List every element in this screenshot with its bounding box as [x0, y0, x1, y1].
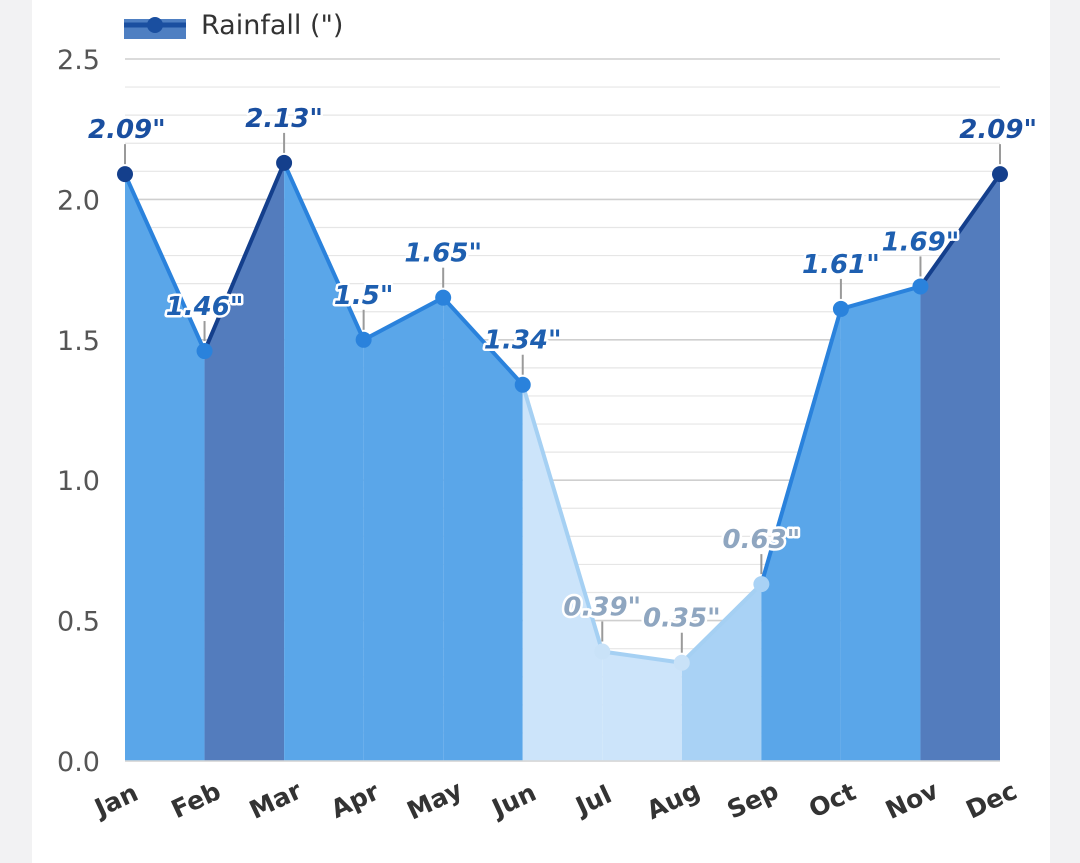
line-segment-jul: [600, 649, 684, 665]
area-segment-jul: [522, 384, 603, 761]
data-point-sep: [753, 576, 770, 593]
data-point-oct: [832, 300, 849, 317]
x-tick-label-aug: Aug: [642, 776, 704, 826]
data-label-sep: 0.63": [723, 525, 801, 555]
x-tick-label-mar: Mar: [245, 775, 307, 824]
area-segment-aug: [602, 651, 682, 761]
line-segment-nov: [918, 172, 1002, 289]
line-segment-oct: [838, 284, 923, 311]
area-segment-nov: [840, 286, 921, 761]
data-labels: 2.09" 1.46" 2.13" 1.5" 1.65" 1.34" 0.39" 0.35" 0…: [86, 101, 1040, 636]
data-label-jun: 1.34": [484, 326, 562, 356]
x-tick-label-jun: Jun: [486, 778, 541, 824]
area-segment-mar: [204, 162, 285, 761]
area-segment-may: [363, 297, 444, 761]
x-tick-label-nov: Nov: [881, 776, 943, 825]
data-label-aug: 0.35": [643, 604, 721, 634]
data-point-jun: [514, 376, 531, 393]
data-point-aug: [673, 654, 690, 671]
data-label-nov: 1.69": [882, 227, 960, 257]
data-label-mar: 2.13": [245, 104, 323, 134]
data-label-jul: 0.39": [563, 592, 641, 622]
x-tick-label-sep: Sep: [723, 776, 783, 825]
area-segment-dec: [920, 174, 1000, 762]
x-tick-label-oct: Oct: [804, 777, 860, 824]
y-axis-ticks: 0.0 0.5 1.0 1.5 2.0 2.5: [57, 45, 100, 778]
y-tick-label: 1.5: [57, 326, 100, 357]
data-point-feb: [196, 343, 213, 360]
area-segment-apr: [284, 162, 364, 761]
data-label-feb: 1.46": [166, 292, 244, 322]
y-tick-label: 2.0: [57, 185, 100, 216]
legend: Rainfall ("): [124, 10, 343, 41]
x-axis-ticks: Jan Feb Mar Apr May Jun Jul Aug Sep Oct Nov Dec: [89, 775, 1022, 825]
data-label-dec: 2.09": [959, 115, 1037, 145]
legend-label: Rainfall ("): [201, 10, 343, 41]
area-segment-jun: [443, 297, 523, 761]
line-segment-aug: [679, 582, 764, 665]
data-label-oct: 1.61": [802, 250, 880, 280]
line-segment-sep: [759, 306, 843, 587]
x-tick-label-may: May: [403, 775, 467, 825]
y-tick-label: 0.5: [57, 607, 100, 638]
data-label-may: 1.65": [404, 239, 482, 269]
line-segment-mar: [282, 160, 366, 342]
data-label-jan: 2.09": [88, 115, 166, 145]
data-point-apr: [355, 331, 372, 348]
data-point-nov: [912, 278, 929, 295]
data-point-jan: [117, 166, 133, 183]
area-fills: [125, 162, 1000, 762]
line-segment-apr: [361, 295, 446, 342]
data-point-jul: [594, 643, 611, 660]
area-segment-sep: [681, 584, 762, 761]
legend-marker: [147, 17, 163, 33]
y-tick-label: 0.0: [57, 747, 100, 778]
line-segment-jan: [123, 172, 207, 354]
x-tick-label-apr: Apr: [326, 776, 384, 824]
x-tick-label-dec: Dec: [961, 776, 1021, 824]
data-point-dec: [992, 166, 1008, 183]
x-tick-label-feb: Feb: [167, 776, 225, 824]
x-tick-label-jul: Jul: [570, 780, 616, 822]
series-line: [117, 154, 1008, 671]
data-point-mar: [276, 154, 293, 171]
line-segment-feb: [202, 160, 287, 354]
line-segment-jun: [520, 382, 605, 654]
y-tick-label: 1.0: [57, 466, 100, 497]
data-label-apr: 1.5": [334, 281, 394, 311]
line-segment-may: [441, 295, 525, 387]
y-tick-label: 2.5: [57, 45, 100, 76]
data-point-may: [435, 289, 452, 306]
area-segment-oct: [761, 308, 841, 761]
x-tick-label-jan: Jan: [89, 778, 143, 824]
area-segment-feb: [125, 174, 205, 762]
